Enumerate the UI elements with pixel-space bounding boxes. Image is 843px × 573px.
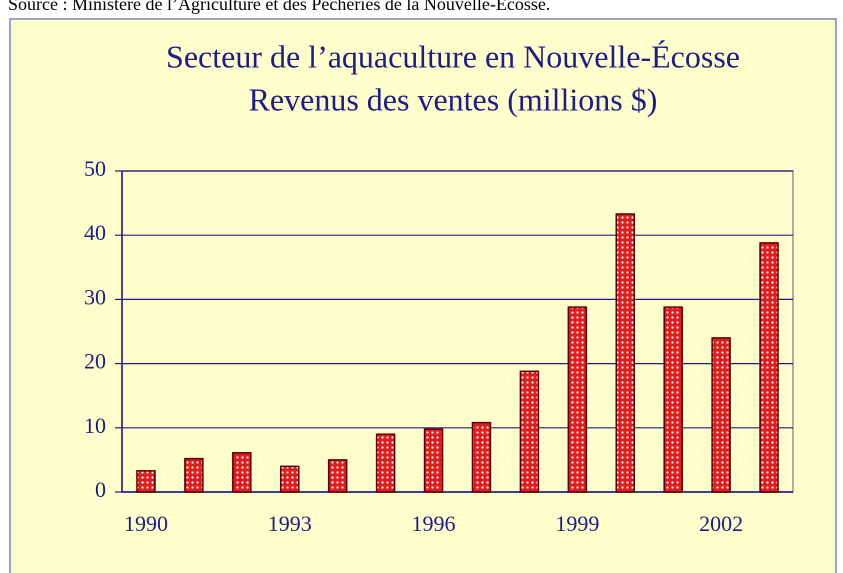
bar (519, 370, 540, 493)
chart-subtitle: Revenus des ventes (millions $) (249, 81, 658, 117)
y-tick-label: 40 (84, 220, 106, 245)
source-note: Source : Ministère de l’Agriculture et d… (8, 0, 550, 14)
y-tick-label: 20 (84, 349, 106, 374)
bar (423, 428, 444, 493)
bar (136, 470, 156, 493)
bar (663, 306, 683, 493)
x-tick-label: 1993 (268, 511, 312, 536)
y-tick-label: 30 (84, 284, 106, 309)
bar (327, 459, 348, 493)
bar (184, 457, 204, 493)
bar (567, 306, 588, 493)
bar (759, 242, 779, 493)
bar (232, 452, 252, 493)
y-tick-label: 50 (84, 156, 106, 181)
bar (375, 433, 396, 493)
y-tick-label: 0 (95, 477, 106, 502)
x-tick-label: 1996 (412, 511, 456, 536)
bar (615, 213, 635, 493)
bar (711, 337, 731, 493)
y-tick-label: 10 (84, 413, 106, 438)
bar (280, 465, 300, 493)
chart-title: Secteur de l’aquaculture en Nouvelle-Éco… (166, 38, 740, 74)
x-tick-label: 2002 (699, 511, 743, 536)
bar (471, 421, 492, 493)
x-tick-label: 1999 (555, 511, 599, 536)
x-tick-label: 1990 (124, 511, 168, 536)
